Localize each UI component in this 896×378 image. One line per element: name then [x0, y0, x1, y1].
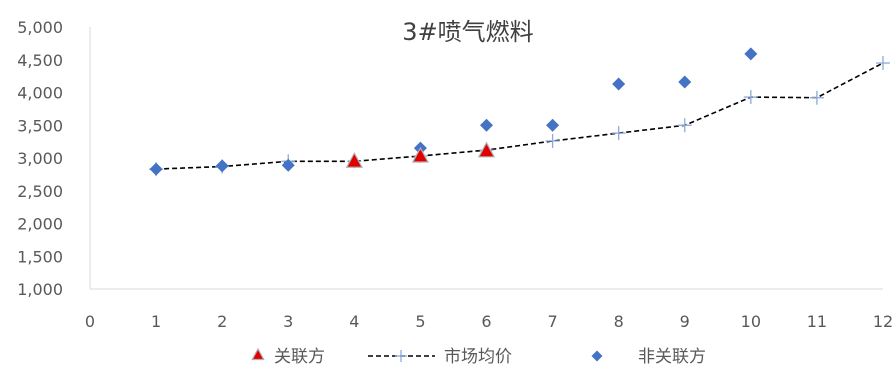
non-related-party-point [678, 75, 692, 89]
x-tick-label: 8 [614, 312, 624, 331]
non-related-party-point [480, 118, 493, 132]
non-related-party-point [149, 162, 163, 176]
non-related-party-point [281, 158, 295, 172]
legend: 关联方 市场均价 非关联方 [251, 347, 706, 367]
y-tick-label: 4,500 [17, 51, 63, 70]
market-average-point [809, 90, 824, 105]
x-tick-label: 6 [481, 312, 491, 331]
x-tick-label: 4 [349, 312, 359, 331]
related-party-point [411, 146, 430, 163]
non-related-party-point [612, 77, 626, 91]
x-tick-label: 0 [85, 312, 95, 331]
related-party-point [345, 152, 363, 168]
market-average-point [677, 118, 692, 133]
plot-area [149, 47, 890, 177]
y-tick-label: 1,000 [17, 280, 63, 299]
y-tick-label: 2,500 [17, 182, 63, 201]
legend-market-average-marker [395, 350, 407, 362]
legend-related-party-label: 关联方 [274, 347, 325, 367]
y-tick-label: 3,500 [17, 116, 63, 135]
non-related-party-point [744, 47, 758, 61]
market-average-point [611, 126, 626, 141]
legend-related-party-marker [251, 347, 265, 361]
x-tick-label: 3 [283, 312, 293, 331]
legend-non-related-party-label: 非关联方 [638, 347, 706, 367]
x-tick-label: 11 [807, 312, 827, 331]
y-tick-label: 5,000 [17, 18, 63, 37]
non-related-party-point [546, 118, 560, 132]
chart-title: 3#喷气燃料 [402, 18, 533, 46]
legend-non-related-party-marker [591, 350, 603, 362]
market-average-line [156, 62, 884, 170]
axes: 1,000 1,500 2,000 2,500 3,000 3,500 4,000 4,500… [17, 18, 893, 331]
market-average-point [545, 133, 560, 148]
market-average-point [743, 90, 758, 105]
x-tick-label: 12 [873, 312, 893, 331]
y-tick-label: 3,000 [17, 149, 63, 168]
related-party-point [477, 141, 496, 158]
x-tick-label: 7 [547, 312, 557, 331]
x-tick-label: 9 [680, 312, 690, 331]
y-tick-label: 4,000 [17, 84, 63, 103]
x-tick-label: 1 [151, 312, 161, 331]
x-tick-label: 10 [741, 312, 761, 331]
non-related-party-point [215, 159, 229, 173]
x-tick-label: 5 [415, 312, 425, 331]
y-tick-label: 2,000 [17, 215, 63, 234]
market-average-point [876, 56, 890, 71]
legend-market-average-label: 市场均价 [444, 347, 512, 367]
x-tick-label: 2 [217, 312, 227, 331]
y-tick-label: 1,500 [17, 247, 63, 266]
